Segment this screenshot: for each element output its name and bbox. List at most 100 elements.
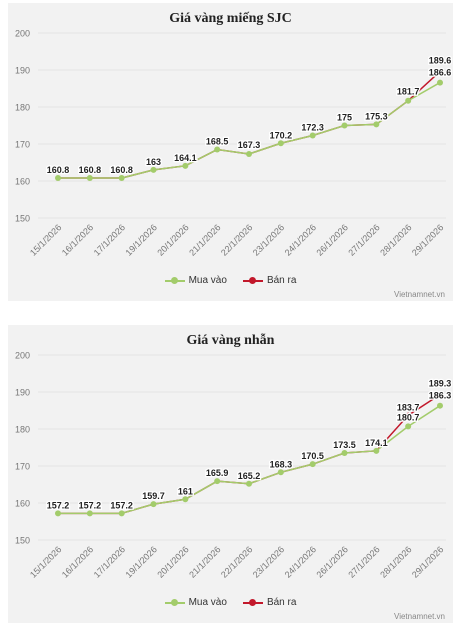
data-label: 157.2: [110, 500, 133, 510]
data-label: 183.7: [397, 402, 420, 412]
y-tick-label: 150: [15, 214, 30, 224]
data-label: 165.2: [238, 471, 261, 481]
buy-point: [277, 469, 284, 476]
data-label: 161: [178, 486, 193, 496]
x-tick-label: 16/1/2026: [60, 222, 95, 257]
data-label: 189.3: [429, 379, 452, 389]
y-tick-label: 200: [15, 29, 30, 39]
legend-swatch-sell: [242, 598, 263, 607]
x-tick-label: 26/1/2026: [315, 222, 350, 257]
buy-point: [214, 478, 221, 485]
buy-point: [373, 447, 380, 454]
chart-legend: Mua vào Bán ra: [8, 275, 453, 286]
x-tick-label: 28/1/2026: [378, 222, 413, 257]
buy-point: [277, 140, 284, 147]
x-tick-label: 27/1/2026: [346, 544, 381, 579]
source-credit: Vietnamnet.vn: [394, 290, 445, 299]
data-label: 168.3: [270, 459, 293, 469]
buy-point: [405, 423, 412, 430]
x-tick-label: 19/1/2026: [124, 544, 159, 579]
data-label: 165.9: [206, 468, 229, 478]
legend-label-sell: Bán ra: [266, 597, 297, 608]
data-label: 172.3: [301, 122, 324, 132]
data-label: 157.2: [79, 500, 102, 510]
buy-point: [246, 150, 252, 157]
buy-point: [86, 510, 93, 517]
x-tick-label: 20/1/2026: [155, 544, 190, 579]
y-tick-label: 170: [15, 140, 30, 150]
y-tick-label: 160: [15, 177, 30, 187]
data-label: 164.1: [174, 153, 197, 163]
chart-legend: Mua vào Bán ra: [8, 597, 453, 608]
buy-point: [341, 122, 348, 129]
y-tick-label: 160: [15, 499, 30, 509]
data-label: 167.3: [238, 140, 261, 150]
y-tick-label: 190: [15, 388, 30, 398]
buy-point: [182, 496, 189, 503]
legend-item-sell[interactable]: Bán ra: [242, 275, 297, 286]
x-tick-label: 15/1/2026: [28, 544, 63, 579]
data-label: 160.8: [110, 165, 133, 175]
series-line-sell: [58, 70, 441, 179]
buy-point: [118, 510, 125, 517]
data-label: 186.6: [429, 68, 452, 78]
x-tick-label: 24/1/2026: [283, 222, 318, 257]
x-tick-label: 23/1/2026: [251, 222, 286, 257]
buy-point: [55, 175, 61, 182]
buy-point: [182, 162, 189, 169]
sell-point: [405, 412, 412, 419]
buy-point: [246, 480, 252, 487]
data-label: 163: [146, 157, 161, 167]
buy-point: [150, 501, 157, 508]
x-tick-label: 29/1/2026: [410, 544, 445, 579]
x-tick-label: 19/1/2026: [124, 222, 159, 257]
sell-point: [437, 68, 443, 75]
legend-item-buy[interactable]: Mua vào: [164, 275, 227, 286]
buy-point: [405, 97, 412, 104]
x-tick-label: 27/1/2026: [346, 222, 381, 257]
series-line-buy: [58, 405, 441, 515]
data-label: 181.7: [397, 87, 420, 97]
legend-label-sell: Bán ra: [266, 275, 297, 286]
y-tick-label: 200: [15, 351, 30, 361]
data-label: 168.5: [206, 137, 229, 147]
buy-point: [86, 175, 93, 182]
x-tick-label: 26/1/2026: [315, 544, 350, 579]
x-tick-label: 17/1/2026: [92, 544, 127, 579]
buy-point: [341, 450, 348, 457]
data-label: 160.8: [47, 165, 70, 175]
buy-point: [214, 146, 221, 153]
x-tick-label: 15/1/2026: [28, 222, 63, 257]
x-tick-label: 20/1/2026: [155, 222, 190, 257]
buy-point: [55, 510, 61, 517]
data-label: 170.5: [301, 451, 324, 461]
source-credit: Vietnamnet.vn: [394, 612, 445, 621]
data-label: 170.2: [270, 130, 293, 140]
x-tick-label: 28/1/2026: [378, 544, 413, 579]
x-tick-label: 24/1/2026: [283, 544, 318, 579]
data-label: 159.7: [142, 491, 165, 501]
chart-plot-ring: 150 160 170 180 190 200 15/1/202616/1/202617/1…: [15, 351, 453, 580]
chart-title: Giá vàng miếng SJC: [169, 11, 292, 26]
x-tick-label: 22/1/2026: [219, 544, 254, 579]
x-tick-label: 16/1/2026: [60, 544, 95, 579]
x-tick-label: 23/1/2026: [251, 544, 286, 579]
legend-item-sell[interactable]: Bán ra: [242, 597, 297, 608]
y-tick-label: 180: [15, 103, 30, 113]
data-label: 174.1: [365, 438, 388, 448]
buy-point: [437, 402, 443, 409]
legend-swatch-sell: [242, 276, 263, 285]
data-label: 160.8: [79, 165, 102, 175]
y-tick-label: 180: [15, 425, 30, 435]
data-label: 186.3: [429, 391, 452, 401]
series-line-sell: [58, 393, 441, 515]
buy-point: [437, 79, 443, 86]
x-tick-label: 17/1/2026: [92, 222, 127, 257]
x-tick-label: 21/1/2026: [187, 544, 222, 579]
buy-point: [118, 175, 125, 182]
x-tick-label: 22/1/2026: [219, 222, 254, 257]
legend-item-buy[interactable]: Mua vào: [164, 597, 227, 608]
chart-panel-ring: Giá vàng nhẫn 150 160 170 180 190 200 15/1/202…: [8, 325, 453, 623]
legend-swatch-buy: [164, 598, 185, 607]
chart-plot-sjc: 150 160 170 180 190 200 15/1/202616/1/202617/1…: [15, 29, 453, 258]
